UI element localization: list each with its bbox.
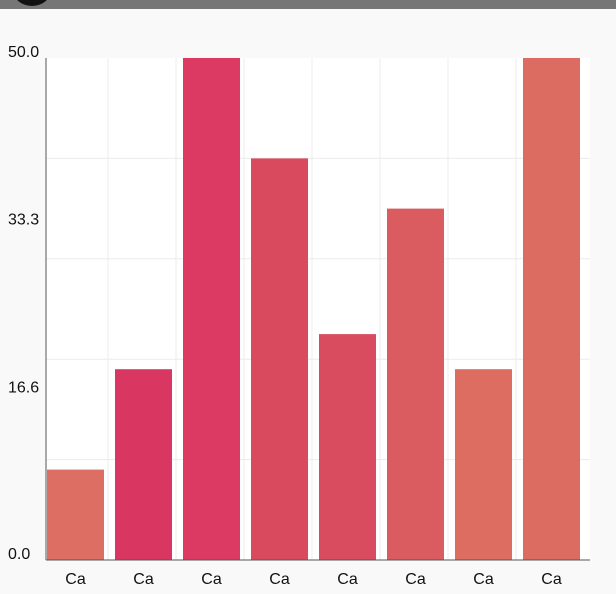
- x-tick-label: Ca: [473, 571, 494, 588]
- bars: [47, 58, 580, 560]
- y-tick-label: 0.0: [8, 546, 30, 563]
- x-tick-label: Ca: [65, 571, 86, 588]
- status-bar: [0, 0, 616, 9]
- bar-8: [523, 58, 580, 560]
- bar-6: [387, 208, 444, 560]
- x-tick-label: Ca: [541, 571, 562, 588]
- x-tick-label: Ca: [405, 571, 426, 588]
- y-tick-labels: 0.0 16.6 33.3 50.0: [8, 44, 39, 563]
- x-tick-label: Ca: [133, 571, 154, 588]
- bar-1: [47, 469, 104, 560]
- y-tick-label: 16.6: [8, 379, 39, 396]
- grid-lines: [46, 58, 590, 560]
- x-tick-label: Ca: [201, 571, 222, 588]
- bar-2: [115, 369, 172, 560]
- bar-4: [251, 158, 308, 560]
- x-tick-label: Ca: [337, 571, 358, 588]
- x-tick-labels: Ca Ca Ca Ca Ca Ca Ca Ca: [65, 571, 562, 588]
- bar-3: [183, 58, 240, 560]
- y-tick-label: 50.0: [8, 44, 39, 61]
- bar-7: [455, 369, 512, 560]
- y-tick-label: 33.3: [8, 212, 39, 229]
- x-tick-label: Ca: [269, 571, 290, 588]
- bar-5: [319, 334, 376, 560]
- camera-cutout: [14, 0, 50, 6]
